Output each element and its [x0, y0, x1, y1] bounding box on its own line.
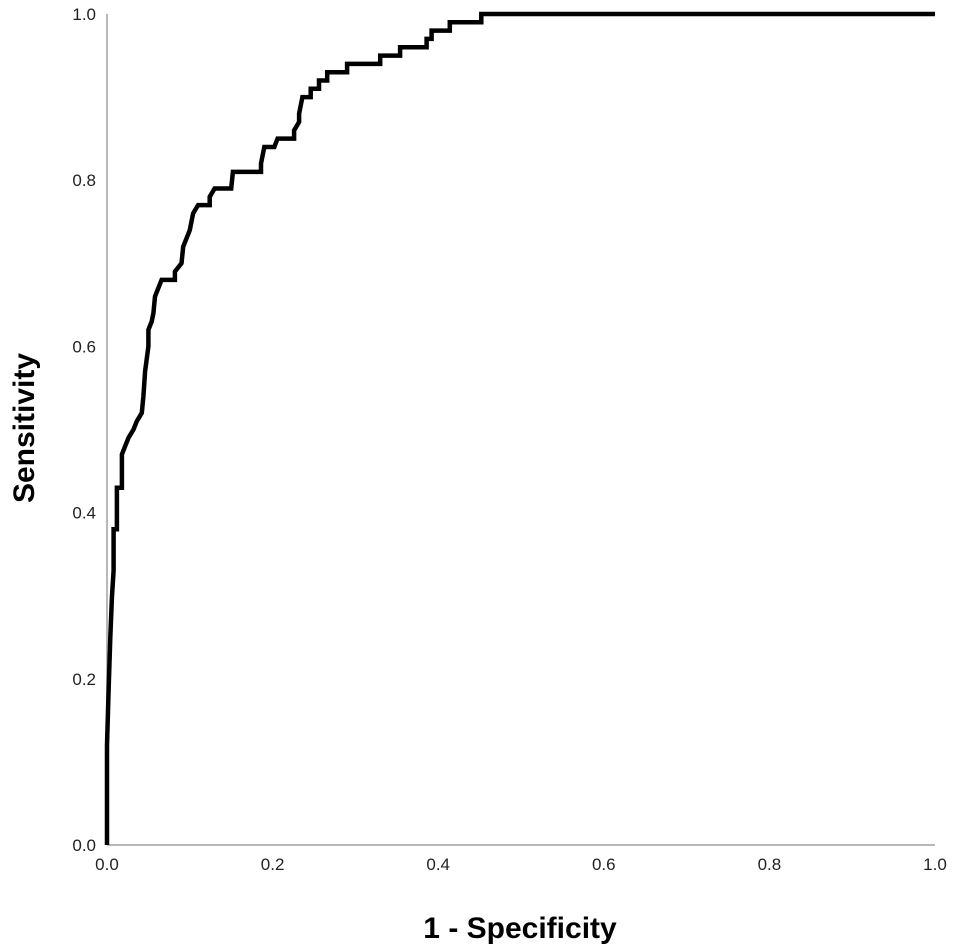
- y-tick-label: 1.0: [72, 5, 96, 24]
- axes: [106, 14, 935, 846]
- x-tick-label: 0.0: [95, 855, 119, 874]
- y-tick-label: 0.2: [72, 670, 96, 689]
- x-tick-label: 0.4: [426, 855, 450, 874]
- y-tick-label: 0.0: [72, 836, 96, 855]
- y-tick-label: 0.4: [72, 504, 96, 523]
- x-tick-label: 0.8: [758, 855, 782, 874]
- x-tick-label: 0.2: [261, 855, 285, 874]
- x-axis-title: 1 - Specificity: [423, 912, 617, 945]
- x-tick-label: 0.6: [592, 855, 616, 874]
- roc-curve: [104, 11, 935, 845]
- y-tick-label: 0.6: [72, 337, 96, 356]
- y-axis-title: Sensitivity: [8, 353, 41, 503]
- x-tick-label: 1.0: [923, 855, 947, 874]
- y-tick-label: 0.8: [72, 171, 96, 190]
- tick-labels: 0.0 0.2 0.4 0.6 0.8 1.0 0.0 0.2 0.4 0.6 0.8 1.0: [72, 5, 946, 874]
